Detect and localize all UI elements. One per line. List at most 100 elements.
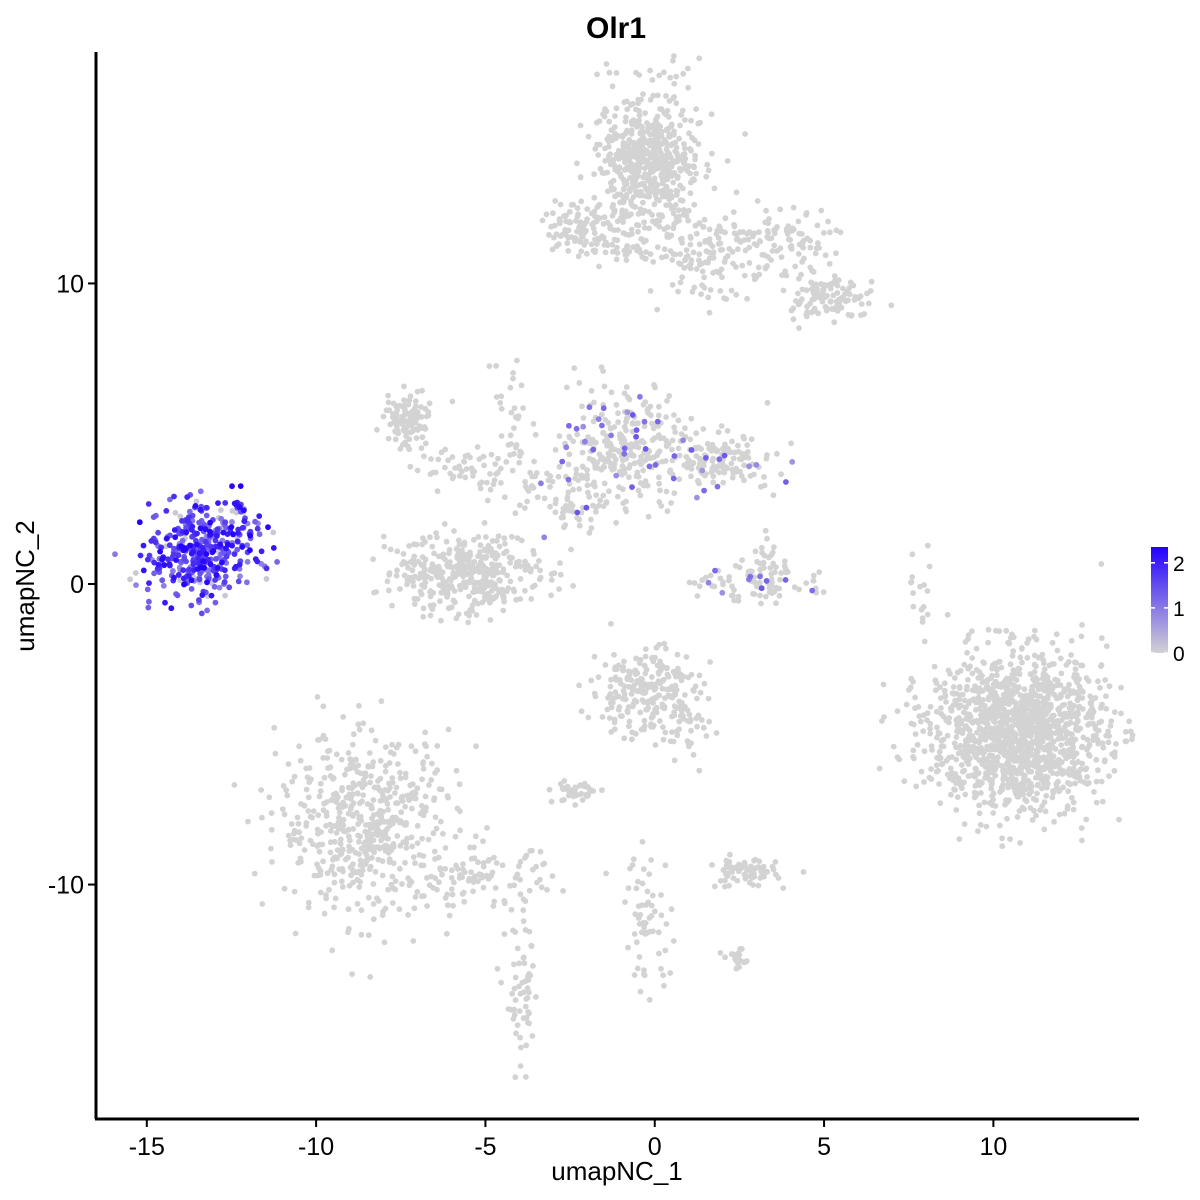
cell-point: [1001, 731, 1008, 738]
cell-point: [1022, 796, 1028, 803]
cell-point: [346, 833, 352, 840]
cell-point: [729, 474, 736, 481]
cell-point: [659, 685, 666, 692]
cell-point: [692, 222, 699, 229]
cell-point: [1106, 773, 1112, 779]
cell-point: [451, 879, 457, 886]
cell-point: [600, 464, 607, 470]
cell-point: [462, 584, 469, 591]
cell-point: [564, 494, 571, 501]
cell-point: [424, 875, 430, 881]
cell-point: [512, 997, 519, 1003]
cell-point: [972, 765, 979, 772]
cell-point: [548, 592, 554, 599]
cell-point: [729, 249, 736, 255]
cell-point: [556, 220, 563, 227]
cell-point: [511, 961, 517, 968]
cell-point: [739, 262, 746, 269]
cell-point: [674, 651, 681, 658]
cell-point: [522, 505, 528, 511]
cell-point: [590, 418, 597, 425]
cell-point: [820, 294, 826, 300]
cell-point: [953, 807, 960, 813]
cell-point: [429, 760, 435, 767]
cell-point: [1026, 783, 1033, 790]
cell-point: [595, 674, 602, 680]
cell-point: [1025, 696, 1032, 703]
cell-point: [425, 409, 432, 415]
cell-point: [641, 225, 648, 231]
cell-point: [1016, 755, 1022, 762]
cell-point: [544, 886, 550, 893]
cell-point: [516, 1008, 523, 1014]
cell-point: [439, 554, 446, 560]
cell-point: [1086, 741, 1093, 748]
cell-point: [623, 114, 629, 121]
cell-point: [306, 779, 313, 786]
cell-point: [621, 658, 627, 665]
cell-point: [296, 743, 302, 750]
cell-point: [380, 819, 387, 825]
cell-point: [962, 791, 969, 798]
cell-point: [675, 207, 682, 214]
cell-point: [631, 460, 638, 467]
cell-point: [514, 535, 521, 541]
cell-point: [1079, 662, 1086, 669]
cell-point: [591, 194, 598, 201]
cell-point: [703, 173, 710, 180]
cell-point: [821, 230, 827, 236]
cell-point: [717, 877, 724, 884]
cell-point: [1059, 748, 1066, 755]
cell-point: [764, 868, 771, 875]
cell-point: [597, 497, 604, 504]
cell-point: [978, 746, 985, 753]
cell-point: [543, 211, 550, 218]
cell-point: [876, 765, 883, 772]
cell-point: [512, 929, 519, 935]
cell-point: [397, 842, 404, 849]
cell-point: [448, 886, 455, 892]
cell-point: [676, 217, 682, 224]
cell-point: [688, 740, 694, 746]
cell-point: [356, 702, 362, 709]
cell-point: [548, 223, 554, 230]
cell-point: [645, 705, 652, 711]
cell-point: [317, 871, 324, 878]
cell-point: [1073, 676, 1079, 683]
cell-point: [710, 479, 717, 486]
cell-point: [913, 783, 920, 790]
cell-point: [449, 891, 456, 898]
cell-point: [559, 458, 566, 465]
cell-point: [611, 130, 618, 137]
cell-point: [742, 862, 748, 869]
cell-point: [646, 209, 652, 215]
cell-point: [475, 534, 482, 540]
cell-point: [621, 390, 628, 397]
cell-point: [753, 864, 760, 871]
cell-point: [946, 715, 953, 721]
cell-point: [331, 904, 337, 911]
cell-point: [485, 590, 491, 597]
cell-point: [384, 578, 391, 585]
cell-point: [501, 931, 508, 937]
cell-point: [742, 131, 748, 137]
cell-point: [613, 401, 620, 408]
cell-point: [646, 871, 653, 877]
cell-point: [467, 454, 473, 461]
cell-point: [627, 669, 634, 675]
cell-point: [422, 440, 429, 447]
cell-point: [553, 496, 559, 503]
cell-point: [529, 473, 535, 480]
cell-point: [637, 480, 644, 486]
cell-point: [674, 175, 681, 182]
cell-point: [787, 236, 794, 243]
cell-point: [327, 839, 334, 846]
cell-point: [256, 531, 263, 538]
cell-point: [954, 669, 961, 676]
cell-point: [950, 777, 956, 784]
cell-point: [590, 502, 596, 509]
cell-point: [728, 460, 735, 467]
cell-point: [568, 500, 574, 507]
cell-point: [1027, 671, 1034, 677]
cell-point: [908, 720, 915, 727]
